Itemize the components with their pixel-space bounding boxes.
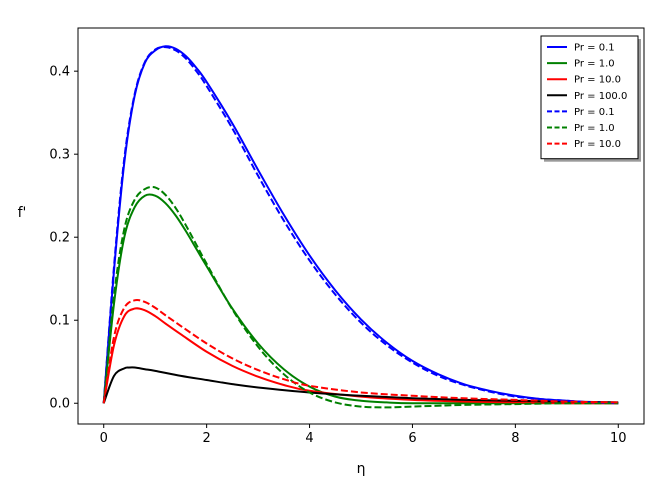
legend: Pr = 0.1 Pr = 1.0 Pr = 10.0 Pr = 100.0 Pr = … bbox=[540, 35, 641, 162]
legend-entry-1: Pr = 1.0 bbox=[574, 59, 615, 70]
y-tick-label: 0.2 bbox=[49, 231, 70, 246]
y-tick-label: 0.4 bbox=[49, 65, 70, 80]
x-tick-label: 4 bbox=[305, 431, 313, 446]
x-tick-label: 2 bbox=[202, 431, 210, 446]
x-tick-label: 8 bbox=[511, 431, 519, 446]
axis-ticks: 0 2 4 6 8 10 0.0 0.1 0.2 0.3 0.4 bbox=[49, 65, 626, 446]
legend-entry-4: Pr = 0.1 bbox=[574, 107, 615, 118]
x-tick-label: 6 bbox=[408, 431, 416, 446]
y-tick-label: 0.1 bbox=[49, 314, 70, 329]
y-axis-label: f' bbox=[18, 205, 27, 221]
series-line-4 bbox=[102, 46, 619, 405]
legend-entry-6: Pr = 10.0 bbox=[574, 139, 621, 150]
series-line-3 bbox=[102, 366, 619, 404]
x-tick-label: 10 bbox=[610, 431, 627, 446]
x-axis-label: η bbox=[357, 461, 366, 477]
legend-box bbox=[540, 35, 639, 160]
legend-entry-2: Pr = 10.0 bbox=[574, 75, 621, 86]
legend-entry-0: Pr = 0.1 bbox=[574, 43, 615, 54]
plot-area bbox=[102, 45, 619, 409]
series-line-5 bbox=[102, 185, 619, 409]
axes-frame bbox=[77, 27, 645, 425]
x-tick-label: 0 bbox=[100, 431, 108, 446]
legend-entry-5: Pr = 1.0 bbox=[574, 123, 615, 134]
y-tick-label: 0.3 bbox=[49, 148, 70, 163]
series-line-6 bbox=[102, 298, 619, 404]
series-line-2 bbox=[102, 307, 619, 405]
y-tick-label: 0.0 bbox=[49, 397, 70, 412]
legend-entry-3: Pr = 100.0 bbox=[574, 91, 627, 102]
